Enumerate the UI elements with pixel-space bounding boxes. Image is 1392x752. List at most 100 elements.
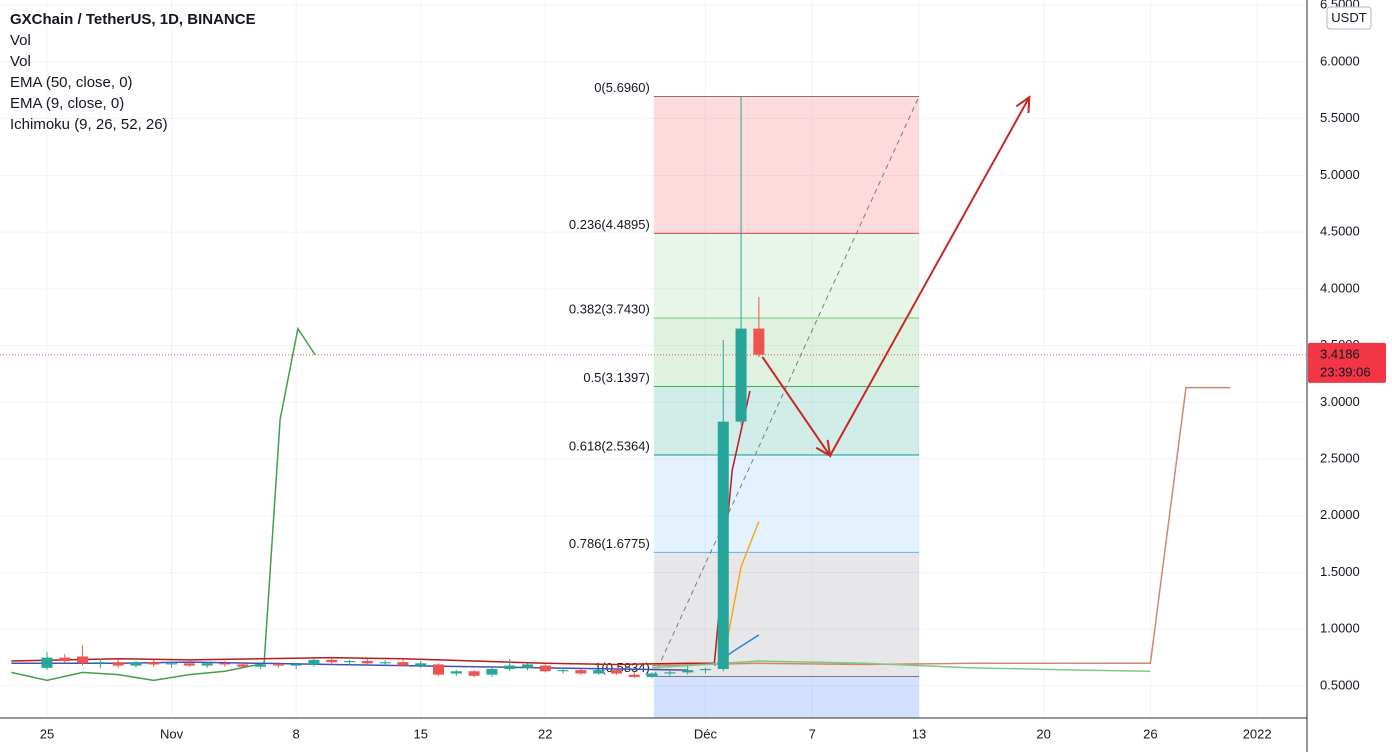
- currency-label: USDT: [1331, 10, 1366, 25]
- candle-body: [699, 668, 711, 671]
- axes: 25 Nov 8 15 22 Déc 7 13 20 26 2022 0.5000 1.0000 1.50…: [40, 0, 1386, 741]
- x-tick-label: Nov: [160, 726, 184, 741]
- candle-body: [682, 670, 694, 673]
- fib-band: [653, 96, 920, 234]
- y-tick-label: 5.5000: [1320, 110, 1360, 125]
- candle-body: [219, 663, 231, 665]
- indicator-label: Ichimoku (9, 26, 52, 26): [10, 116, 168, 133]
- y-tick-label: 1.5000: [1320, 564, 1360, 579]
- candle-body: [255, 664, 267, 667]
- candle-body: [610, 670, 622, 674]
- indicator-line: [652, 386, 1231, 667]
- fib-label: 0.382(3.7430): [569, 301, 650, 316]
- candle-body: [77, 656, 89, 664]
- fib-trend-line: [653, 96, 920, 677]
- candle-body: [486, 668, 498, 675]
- indicator-label: Vol: [10, 53, 31, 70]
- y-tick-label: 5.0000: [1320, 167, 1360, 182]
- drawing: [0, 95, 1307, 458]
- y-tick-label: 4.5000: [1320, 224, 1360, 239]
- fib-band: [653, 454, 920, 553]
- last-price-badge: [1308, 342, 1386, 383]
- candle-body: [94, 662, 106, 664]
- x-tick-label: Déc: [694, 726, 718, 741]
- candle-body: [539, 665, 551, 672]
- x-tick-label: 13: [912, 726, 926, 741]
- candle-body: [112, 662, 124, 666]
- candle-body: [717, 421, 729, 669]
- candle-body: [59, 657, 71, 662]
- candle-body: [664, 672, 676, 674]
- fib-band: [653, 386, 920, 455]
- last-price-label: 3.4186: [1320, 346, 1360, 361]
- y-tick-label: 0.5000: [1320, 677, 1360, 692]
- fib-band: [653, 676, 920, 718]
- fibonacci: 0(5.6960) 0.236(4.4895) 0.382(3.7430) 0.5(3…: [569, 80, 920, 718]
- countdown-label: 23:39:06: [1320, 364, 1371, 379]
- candle-body: [557, 670, 569, 672]
- indicator-label: Vol: [10, 32, 31, 49]
- x-tick-label: 26: [1143, 726, 1157, 741]
- y-tick-label: 4.0000: [1320, 280, 1360, 295]
- candle-body: [148, 662, 160, 665]
- fib-label: 0.618(2.5364): [569, 438, 650, 453]
- x-tick-label: 22: [538, 726, 552, 741]
- indicator-line: [11, 326, 316, 682]
- candle-body: [41, 657, 53, 668]
- indicator-lines: [11, 326, 1231, 682]
- indicator-label: EMA (50, close, 0): [10, 74, 133, 91]
- arrow-head: [815, 439, 832, 458]
- candle-body: [344, 661, 356, 663]
- indicator-label: EMA (9, close, 0): [10, 95, 124, 112]
- x-tick-label: 7: [809, 726, 816, 741]
- y-tick-label: 2.0000: [1320, 507, 1360, 522]
- indicator-line: [652, 660, 1151, 673]
- candle-body: [290, 664, 302, 666]
- legend: GXChain / TetherUS, 1D, BINANCE Vol Vol …: [10, 11, 256, 133]
- candle-body: [504, 665, 516, 669]
- candle-body: [237, 664, 249, 667]
- y-tick-label: 3.0000: [1320, 394, 1360, 409]
- x-tick-label: 2022: [1243, 726, 1272, 741]
- candle-body: [183, 663, 195, 666]
- candle-body: [130, 662, 142, 666]
- candle-body: [593, 670, 605, 674]
- arrow-head: [1015, 95, 1031, 114]
- candle-body: [415, 663, 427, 666]
- candle-body: [166, 663, 178, 665]
- candles: [41, 96, 765, 679]
- fib-label: 0.5(3.1397): [583, 370, 650, 385]
- candle-body: [735, 328, 747, 422]
- fib-band: [653, 552, 920, 677]
- fib-label: 0(5.6960): [594, 80, 650, 95]
- x-tick-label: 25: [40, 726, 54, 741]
- candle-body: [361, 661, 373, 664]
- fib-label: 0.236(4.4895): [569, 217, 650, 232]
- candle-body: [397, 662, 409, 666]
- candle-body: [468, 671, 480, 676]
- y-tick-label: 6.5000: [1320, 0, 1360, 12]
- candle-body: [521, 664, 534, 668]
- candle-body: [272, 664, 284, 666]
- candle-body: [201, 663, 213, 666]
- y-tick-label: 6.0000: [1320, 53, 1360, 68]
- fib-band: [653, 318, 920, 387]
- grid: [0, 0, 1307, 718]
- candle-body: [379, 662, 391, 664]
- y-tick-label: 1.0000: [1320, 621, 1360, 636]
- fib-band: [653, 233, 920, 319]
- x-tick-label: 8: [293, 726, 300, 741]
- candle-body: [326, 659, 338, 663]
- candle-body: [646, 673, 658, 677]
- currency-badge[interactable]: [1326, 6, 1372, 30]
- chart-title: GXChain / TetherUS, 1D, BINANCE: [10, 11, 256, 28]
- fib-label: 0.786(1.6775): [569, 536, 650, 551]
- candle-body: [575, 670, 587, 674]
- x-tick-label: 15: [413, 726, 427, 741]
- candle-body: [450, 671, 462, 674]
- candle-body: [432, 664, 445, 675]
- y-tick-label: 2.5000: [1320, 451, 1360, 466]
